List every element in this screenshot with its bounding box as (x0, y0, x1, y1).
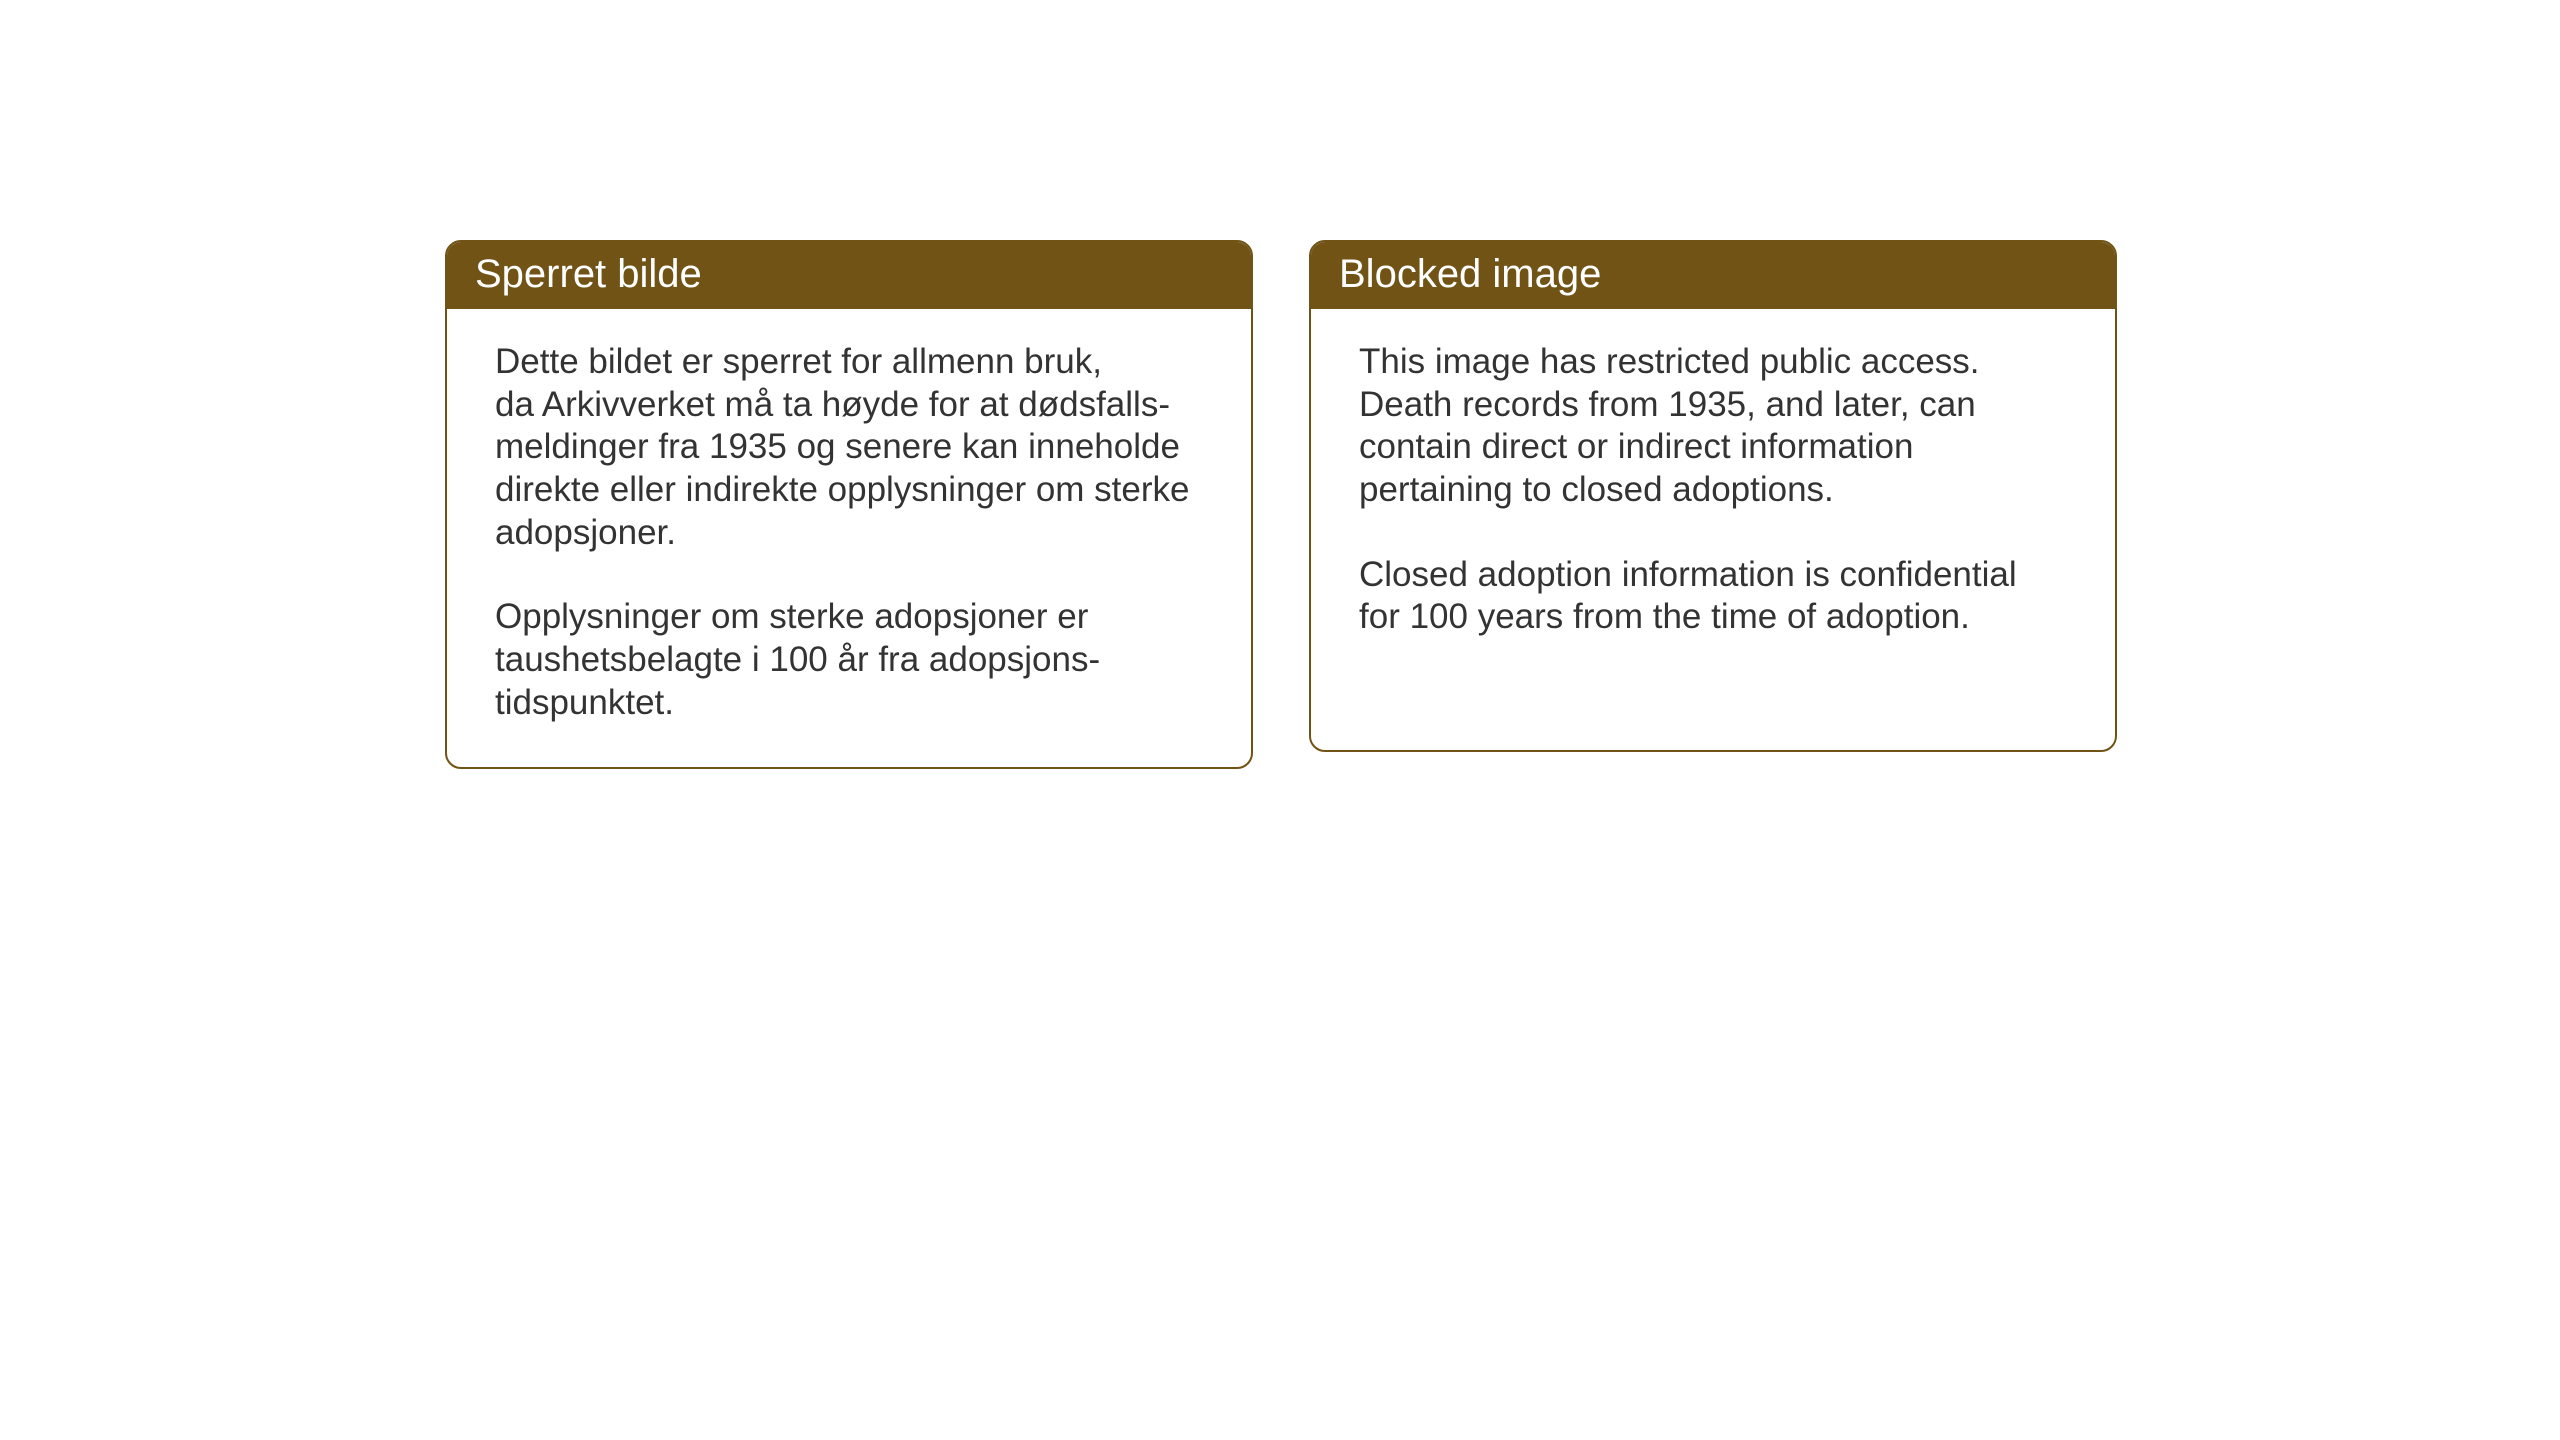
paragraph-1-norwegian: Dette bildet er sperret for allmenn bruk… (495, 341, 1203, 554)
panel-header-norwegian: Sperret bilde (447, 242, 1251, 309)
panel-body-english: This image has restricted public access.… (1311, 309, 2115, 681)
paragraph-1-english: This image has restricted public access.… (1359, 341, 2067, 512)
notice-container: Sperret bilde Dette bildet er sperret fo… (445, 240, 2117, 769)
paragraph-2-english: Closed adoption information is confident… (1359, 554, 2067, 639)
panel-title-english: Blocked image (1339, 252, 1601, 296)
paragraph-2-norwegian: Opplysninger om sterke adopsjoner er tau… (495, 596, 1203, 724)
panel-title-norwegian: Sperret bilde (475, 252, 702, 296)
panel-body-norwegian: Dette bildet er sperret for allmenn bruk… (447, 309, 1251, 767)
notice-panel-norwegian: Sperret bilde Dette bildet er sperret fo… (445, 240, 1253, 769)
panel-header-english: Blocked image (1311, 242, 2115, 309)
notice-panel-english: Blocked image This image has restricted … (1309, 240, 2117, 752)
